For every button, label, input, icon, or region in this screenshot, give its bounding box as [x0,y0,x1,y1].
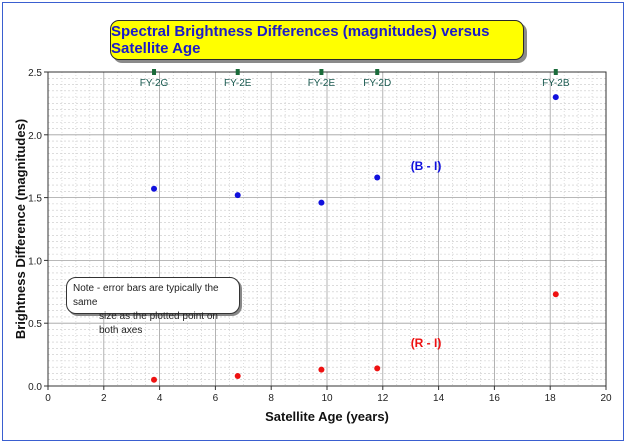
note-line-1: Note - error bars are typically the same [73,283,219,308]
data-point [552,94,559,101]
y-tick-label: 2.0 [28,131,42,142]
satellite-tick-marker [375,69,380,75]
x-tick-label: 0 [45,393,51,404]
x-tick-label: 16 [489,393,501,404]
satellite-tick-marker [235,69,240,75]
satellite-label: FY-2D [363,78,391,89]
y-tick-label: 0.0 [28,382,42,393]
x-tick-label: 18 [545,393,557,404]
satellite-label: FY-2G [140,78,169,89]
note-line-2: size as the plotted point on both axes [99,311,218,336]
data-point [151,185,158,192]
scatter-chart: 0 2 4 6 8 10 12 14 16 18 20 0.0 0.5 1.0 1.5 2.0 2.5 Satel… [13,68,612,424]
chart-title: Spectral Brightness Differences (magnitu… [110,20,524,60]
satellite-tick-marker [152,69,157,75]
x-tick-label: 20 [600,393,612,404]
y-tick-label: 2.5 [28,68,42,79]
series-label: (B - I) [411,159,442,173]
x-tick-label: 6 [213,393,219,404]
data-point [318,366,325,373]
y-tick-label: 1.0 [28,256,42,267]
x-tick-label: 4 [157,393,163,404]
data-point [318,199,325,206]
data-point [234,372,241,379]
x-tick-label: 12 [377,393,389,404]
data-point [234,192,241,199]
satellite-tick-marker [319,69,324,75]
y-axis-label: Brightness Difference (magnitudes) [13,119,28,339]
satellite-tick-marker [553,69,558,75]
satellite-label: FY-2E [308,78,336,89]
x-tick-label: 8 [268,393,274,404]
satellite-label: FY-2B [542,78,570,89]
series-label: (R - I) [411,336,442,350]
data-point [552,291,559,298]
y-tick-label: 1.5 [28,194,42,205]
chart-frame: 0 2 4 6 8 10 12 14 16 18 20 0.0 0.5 1.0 1.5 2.0 2.5 Satel… [2,2,624,441]
y-tick-label: 0.5 [28,319,42,330]
x-tick-label: 14 [433,393,445,404]
data-point [374,174,381,181]
data-point [374,365,381,372]
note-annotation: Note - error bars are typically the same… [66,277,240,336]
x-tick-label: 10 [321,393,333,404]
data-point [151,376,158,383]
x-axis-label: Satellite Age (years) [265,409,389,424]
satellite-label: FY-2E [224,78,252,89]
x-tick-label: 2 [101,393,107,404]
